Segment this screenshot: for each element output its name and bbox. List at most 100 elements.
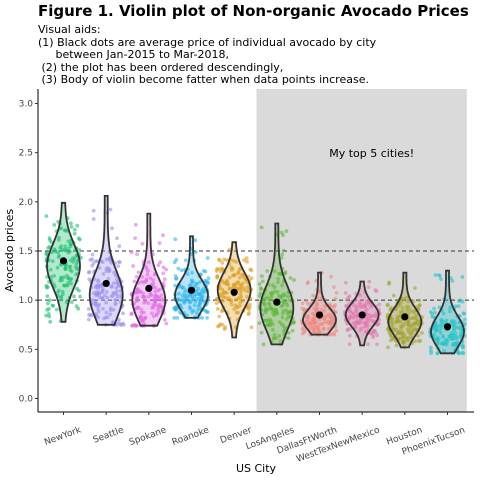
y-tick-label: 2.0 — [19, 198, 34, 208]
data-point — [74, 304, 79, 309]
data-point — [281, 324, 286, 328]
data-point — [141, 291, 146, 296]
data-point — [249, 268, 254, 273]
data-point — [190, 270, 195, 275]
data-point — [305, 281, 310, 286]
data-point — [105, 266, 110, 270]
data-point — [179, 268, 184, 273]
data-point — [69, 221, 73, 226]
data-point — [329, 274, 333, 279]
data-point — [77, 248, 82, 252]
data-point — [313, 320, 317, 325]
data-point — [74, 272, 78, 277]
data-point — [62, 275, 66, 280]
data-point — [269, 292, 274, 297]
data-point — [272, 332, 277, 337]
data-point — [452, 341, 457, 346]
data-point — [236, 296, 241, 301]
data-point — [245, 285, 250, 289]
data-point — [288, 298, 293, 303]
data-point — [157, 241, 162, 246]
data-point — [88, 258, 93, 262]
data-point — [304, 299, 309, 304]
data-point — [450, 279, 455, 283]
data-point — [236, 271, 241, 276]
data-point — [258, 291, 263, 296]
data-point — [56, 238, 61, 242]
mean-dot — [230, 288, 238, 296]
data-point — [441, 335, 445, 339]
data-point — [404, 305, 409, 309]
data-point — [91, 217, 96, 221]
data-point — [203, 278, 208, 283]
data-point — [280, 293, 285, 298]
data-point — [343, 280, 348, 285]
data-point — [47, 236, 52, 241]
data-point — [400, 297, 405, 302]
data-point — [91, 208, 96, 213]
data-point — [72, 231, 77, 236]
data-point — [408, 316, 413, 320]
data-point — [44, 251, 49, 256]
data-point — [226, 282, 230, 286]
data-point — [221, 295, 226, 299]
data-point — [173, 274, 178, 278]
data-point — [46, 312, 51, 316]
data-point — [263, 296, 267, 301]
violin-group — [129, 212, 169, 328]
data-point — [96, 279, 101, 284]
violin-group — [44, 201, 83, 324]
data-point — [173, 307, 178, 312]
violin-shape — [259, 222, 295, 346]
data-point — [63, 244, 68, 249]
data-point — [117, 260, 122, 264]
data-point — [68, 278, 73, 282]
data-point — [270, 322, 275, 327]
data-point — [365, 323, 370, 328]
data-point — [206, 310, 210, 315]
data-point — [64, 283, 69, 288]
data-point — [59, 294, 63, 299]
data-point — [449, 276, 453, 281]
data-point — [116, 279, 120, 284]
data-point — [406, 299, 410, 304]
data-point — [148, 276, 153, 280]
data-point — [286, 336, 291, 341]
data-point — [434, 327, 439, 332]
data-point — [321, 326, 326, 331]
data-point — [44, 283, 49, 288]
data-point — [87, 277, 92, 282]
data-point — [238, 300, 243, 305]
data-point — [329, 315, 334, 320]
data-point — [286, 331, 291, 335]
data-point — [395, 331, 400, 336]
data-point — [153, 289, 158, 294]
x-tick-label: Spokane — [128, 425, 168, 448]
data-point — [374, 289, 379, 294]
data-point — [225, 296, 230, 301]
data-point — [409, 334, 413, 339]
data-point — [104, 300, 108, 305]
data-point — [63, 228, 68, 233]
data-point — [281, 248, 286, 253]
data-point — [192, 293, 197, 298]
data-point — [146, 269, 150, 273]
data-point — [280, 311, 285, 316]
data-point — [347, 294, 352, 299]
data-point — [375, 342, 379, 347]
data-point — [242, 258, 246, 262]
data-point — [78, 237, 82, 242]
data-point — [238, 292, 243, 296]
data-point — [359, 326, 364, 331]
data-point — [235, 280, 240, 285]
data-point — [441, 311, 446, 316]
data-point — [286, 294, 290, 299]
violin-group — [257, 222, 296, 347]
violin-shape — [302, 271, 337, 336]
data-point — [205, 281, 210, 286]
data-point — [397, 336, 402, 341]
data-point — [413, 339, 417, 343]
data-point — [173, 237, 178, 242]
data-point — [151, 278, 156, 282]
data-point — [404, 295, 409, 300]
